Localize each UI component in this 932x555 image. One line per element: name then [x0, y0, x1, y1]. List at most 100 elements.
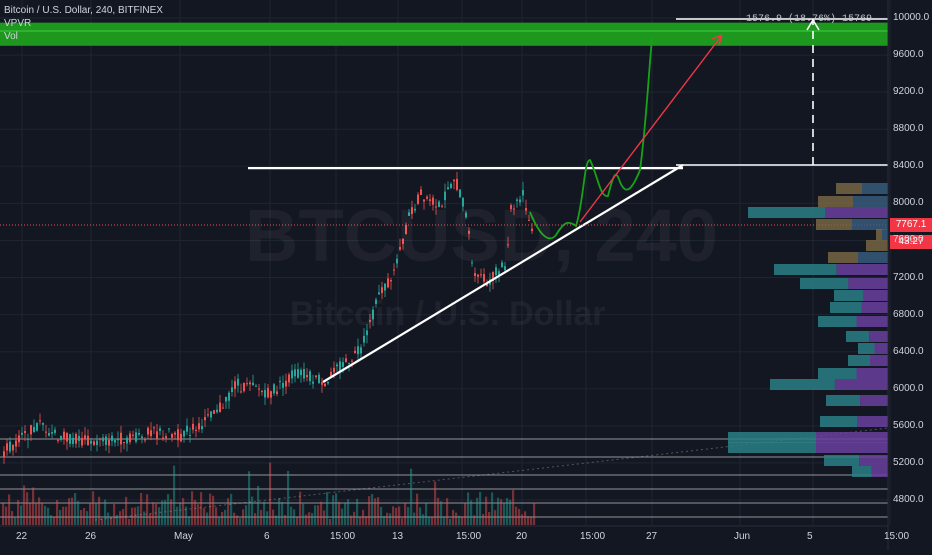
volume-bar: [95, 502, 98, 525]
volume-bar: [209, 493, 212, 525]
candle-body: [429, 199, 431, 201]
candle-body: [120, 432, 122, 445]
vpvr-bar-up: [846, 331, 870, 342]
volume-bar: [311, 512, 314, 525]
volume-bar: [470, 500, 473, 525]
indicator-vpvr[interactable]: VPVR: [4, 18, 32, 29]
candle-body: [516, 199, 518, 202]
candle-body: [495, 267, 497, 276]
volume-bar: [137, 506, 140, 525]
candle-body: [312, 381, 314, 384]
volume-bar: [428, 516, 431, 525]
volume-bar: [2, 503, 5, 525]
candle-body: [261, 390, 263, 393]
candle-body: [345, 358, 347, 363]
price-axis-label: 7200.0: [893, 271, 924, 283]
candle-body: [123, 441, 125, 443]
candle-body: [30, 425, 32, 435]
vpvr-bar-down: [862, 183, 888, 194]
candle-body: [255, 385, 257, 387]
volume-bar: [68, 498, 71, 525]
candle-body: [63, 431, 65, 440]
candle-body: [60, 435, 62, 440]
vpvr-bar-up: [824, 455, 860, 466]
candle-body: [366, 330, 368, 336]
vpvr-bar-up: [770, 379, 835, 390]
volume-bar: [104, 499, 107, 525]
candle-body: [399, 246, 401, 250]
time-axis-label: 13: [392, 531, 404, 542]
candle-body: [207, 414, 209, 416]
symbol-title[interactable]: Bitcoin / U.S. Dollar, 240, BITFINEX: [4, 5, 163, 16]
candle-body: [153, 427, 155, 429]
candle-body: [195, 429, 197, 431]
volume-bar: [35, 503, 38, 525]
volume-bar: [44, 505, 47, 525]
volume-bar: [344, 502, 347, 525]
candle-body: [525, 208, 527, 211]
candle-body: [279, 381, 281, 383]
volume-bar: [116, 514, 119, 525]
volume-bar: [143, 511, 146, 525]
candle-body: [48, 433, 50, 436]
candle-body: [33, 427, 35, 433]
price-axis-label: 9200.0: [893, 86, 924, 98]
candle-body: [411, 207, 413, 214]
candle-body: [90, 440, 92, 444]
volume-bar: [263, 501, 266, 525]
candle-body: [225, 396, 227, 402]
volume-bar: [242, 509, 245, 525]
volume-bar: [17, 500, 20, 525]
candle-body: [165, 436, 167, 439]
volume-bar: [392, 506, 395, 525]
vpvr-bar-up: [830, 302, 862, 313]
last-price-tag: 7767.1: [890, 218, 932, 232]
candle-body: [162, 437, 164, 440]
volume-bar: [260, 510, 263, 525]
vpvr-bar-down: [861, 302, 888, 313]
volume-bar: [341, 508, 344, 525]
candle-body: [114, 440, 116, 443]
candle-body: [354, 350, 356, 353]
candle-body: [435, 206, 437, 208]
volume-bar: [362, 509, 365, 525]
candle-body: [294, 369, 296, 377]
vpvr-bar-up: [836, 183, 862, 194]
volume-bar: [272, 509, 275, 525]
candle-body: [375, 299, 377, 304]
candle-body: [417, 194, 419, 204]
volume-bar: [296, 517, 299, 525]
price-axis-label: 8800.0: [893, 123, 924, 135]
candle-body: [498, 271, 500, 277]
volume-bar: [119, 511, 122, 525]
vpvr-bar: [866, 240, 888, 251]
volume-bar: [305, 514, 308, 525]
time-axis-label: 15:00: [580, 531, 606, 542]
price-axis-label: 7600.0: [893, 234, 924, 246]
candle-body: [69, 434, 71, 444]
candle-body: [513, 208, 515, 210]
vpvr-bar-up: [818, 316, 857, 327]
volume-bar: [275, 515, 278, 525]
indicator-vol[interactable]: Vol: [4, 31, 18, 42]
volume-bar: [11, 511, 14, 525]
vpvr-bar-down: [869, 331, 888, 342]
volume-bar: [515, 506, 518, 525]
volume-bar: [416, 493, 419, 525]
candle-body: [57, 439, 59, 441]
volume-bar: [365, 516, 368, 525]
vpvr-bar-up: [818, 196, 853, 207]
volume-bar: [422, 514, 425, 525]
volume-bar: [353, 511, 356, 525]
candle-body: [300, 369, 302, 376]
volume-bar: [383, 516, 386, 525]
volume-bar: [473, 515, 476, 525]
volume-bar: [38, 497, 41, 525]
volume-bar: [530, 517, 533, 525]
volume-bar: [497, 497, 500, 525]
candle-body: [42, 422, 44, 425]
candle-body: [324, 383, 326, 387]
volume-bar: [188, 517, 191, 525]
